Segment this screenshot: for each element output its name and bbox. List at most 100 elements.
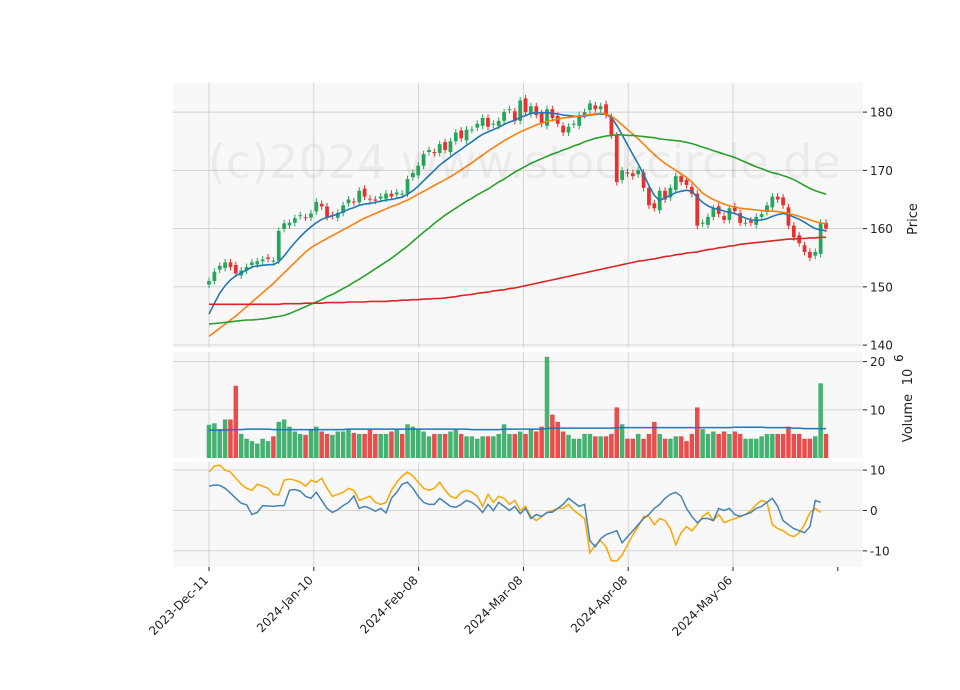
candle-body <box>577 115 582 126</box>
volume-bar <box>362 433 367 458</box>
volume-bar <box>244 438 249 458</box>
candle-body <box>276 230 281 261</box>
candle-body <box>534 106 539 116</box>
candle-body <box>341 205 346 213</box>
volume-bar <box>297 433 303 458</box>
candle-body <box>223 262 227 268</box>
volume-bar <box>694 407 700 458</box>
macd-y-tick-label: 0 <box>870 504 878 518</box>
candle-body <box>630 173 635 177</box>
volume-bar <box>265 441 271 458</box>
volume-bar <box>635 433 641 458</box>
volume-bar <box>673 436 679 458</box>
volume-bar <box>775 433 780 458</box>
volume-bar <box>389 431 394 458</box>
volume-bar <box>678 436 684 458</box>
volume-bar <box>276 421 282 458</box>
candle-body <box>260 259 265 262</box>
candle-body <box>250 262 254 266</box>
price-y-tick-label: 170 <box>870 164 893 178</box>
volume-bar <box>716 433 721 458</box>
volume-bar <box>340 431 346 458</box>
volume-bar <box>249 441 255 458</box>
volume-bar <box>625 438 630 458</box>
candle-body <box>802 245 807 252</box>
volume-bar <box>442 433 448 458</box>
candle-body <box>298 215 303 217</box>
volume-bar <box>222 419 228 458</box>
volume-bar <box>823 433 829 458</box>
candle-body <box>813 251 818 256</box>
candle-body <box>759 214 764 217</box>
volume-bar <box>437 433 442 458</box>
candle-body <box>743 222 748 224</box>
candle-body <box>378 196 383 199</box>
candle-body <box>282 223 286 229</box>
volume-bar <box>228 419 233 458</box>
volume-bar <box>458 433 464 458</box>
candle-body <box>625 172 630 174</box>
volume-bar <box>491 436 496 458</box>
candle-body <box>561 125 565 133</box>
candle-body <box>244 267 249 271</box>
volume-bar <box>732 431 738 458</box>
volume-bar <box>818 383 823 458</box>
volume-bar <box>260 438 265 458</box>
candle-body <box>405 179 410 194</box>
volume-bar <box>630 438 636 458</box>
price-y-tick-label: 160 <box>870 222 893 236</box>
volume-bar <box>373 433 378 458</box>
volume-bar <box>662 438 668 458</box>
volume-bar <box>517 431 523 458</box>
candle-body <box>212 271 217 282</box>
volume-bar <box>324 433 330 458</box>
volume-bar <box>308 429 314 458</box>
volume-bar <box>705 433 711 458</box>
volume-bar <box>587 433 593 458</box>
volume-bar <box>335 431 341 458</box>
candle-body <box>818 222 823 254</box>
candle-body <box>448 141 453 153</box>
candle-body <box>512 111 517 121</box>
candle-body <box>228 262 233 268</box>
price-panel <box>173 83 863 348</box>
candle-body <box>545 109 549 126</box>
candle-body <box>722 216 726 220</box>
candle-body <box>351 201 356 203</box>
candle-body <box>368 198 372 200</box>
volume-bar <box>351 432 357 458</box>
volume-bar <box>555 421 560 458</box>
volume-bar <box>684 441 689 458</box>
volume-average-line <box>209 426 826 431</box>
volume-bar <box>582 433 587 458</box>
volume-bar <box>657 433 662 458</box>
candle-body <box>706 216 710 225</box>
volume-bar <box>233 385 239 458</box>
candle-body <box>588 103 592 111</box>
candle-body <box>303 217 308 219</box>
candle-body <box>791 225 796 238</box>
volume-scale-exponent: 6 <box>892 354 906 362</box>
candle-body <box>673 176 678 190</box>
candle-body <box>507 109 512 111</box>
candle-body <box>394 192 399 195</box>
volume-axis-label: Volume <box>901 394 916 442</box>
candle-body <box>255 261 260 265</box>
candle-body <box>529 106 533 115</box>
candle-body <box>518 100 523 121</box>
candle-body <box>711 208 716 217</box>
volume-bar <box>346 429 351 458</box>
volume-bar <box>539 426 544 458</box>
volume-bar <box>700 429 705 458</box>
candle-body <box>566 126 571 133</box>
volume-bar <box>652 421 657 458</box>
volume-bar <box>603 436 609 458</box>
candle-body <box>319 203 324 207</box>
candle-body <box>480 117 485 126</box>
volume-bar <box>807 438 813 458</box>
volume-bar <box>711 431 716 458</box>
candle-body <box>689 186 694 194</box>
candle-body <box>325 206 329 217</box>
macd-y-tick-label: -10 <box>870 544 890 558</box>
candle-body <box>684 179 689 185</box>
